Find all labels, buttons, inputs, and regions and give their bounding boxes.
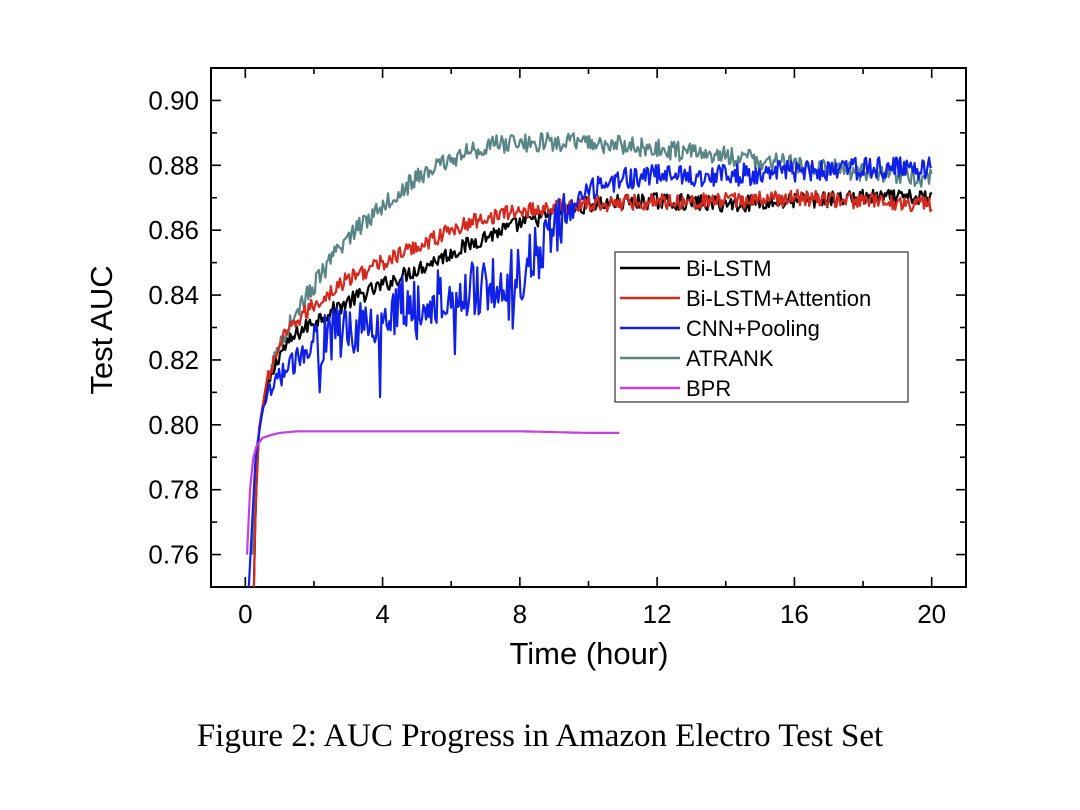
- y-tick-label: 0.76: [148, 540, 199, 570]
- series-line-bpr: [245, 430, 620, 555]
- legend-label: BPR: [686, 376, 731, 401]
- legend-label: Bi-LSTM: [686, 256, 772, 281]
- x-tick-label: 20: [917, 599, 946, 629]
- series-line-cnn-pooling: [247, 156, 932, 588]
- y-tick-label: 0.82: [148, 345, 199, 375]
- axis-ticks: [211, 67, 966, 588]
- x-axis-title: Time (hour): [509, 636, 668, 671]
- tick-labels: 0 4 8 12 16 20 0.76 0.78 0.80 0.82 0.84 0.86 0.88 0.9…: [148, 85, 946, 629]
- auc-chart: 0 4 8 12 16 20 0.76 0.78 0.80 0.82 0.84 0.86 0.88 0.9…: [84, 67, 967, 671]
- y-tick-label: 0.88: [148, 150, 199, 180]
- x-tick-label: 8: [513, 599, 527, 629]
- legend-label: ATRANK: [686, 346, 774, 371]
- x-tick-label: 12: [643, 599, 672, 629]
- x-tick-label: 16: [780, 599, 809, 629]
- y-tick-label: 0.86: [148, 215, 199, 245]
- series-line-bi-lstm-attention: [252, 188, 933, 588]
- series-layer: [245, 132, 933, 588]
- y-tick-label: 0.84: [148, 280, 199, 310]
- legend-label: CNN+Pooling: [686, 316, 820, 341]
- figure-caption: Figure 2: AUC Progress in Amazon Electro…: [196, 718, 884, 754]
- legend: Bi-LSTM Bi-LSTM+Attention CNN+Pooling ATRAN…: [614, 251, 909, 403]
- y-tick-label: 0.78: [148, 475, 199, 505]
- legend-label: Bi-LSTM+Attention: [686, 286, 871, 311]
- x-tick-label: 4: [375, 599, 389, 629]
- y-tick-label: 0.90: [148, 85, 199, 115]
- y-tick-label: 0.80: [148, 410, 199, 440]
- y-axis-title: Test AUC: [84, 265, 119, 394]
- x-tick-label: 0: [238, 599, 252, 629]
